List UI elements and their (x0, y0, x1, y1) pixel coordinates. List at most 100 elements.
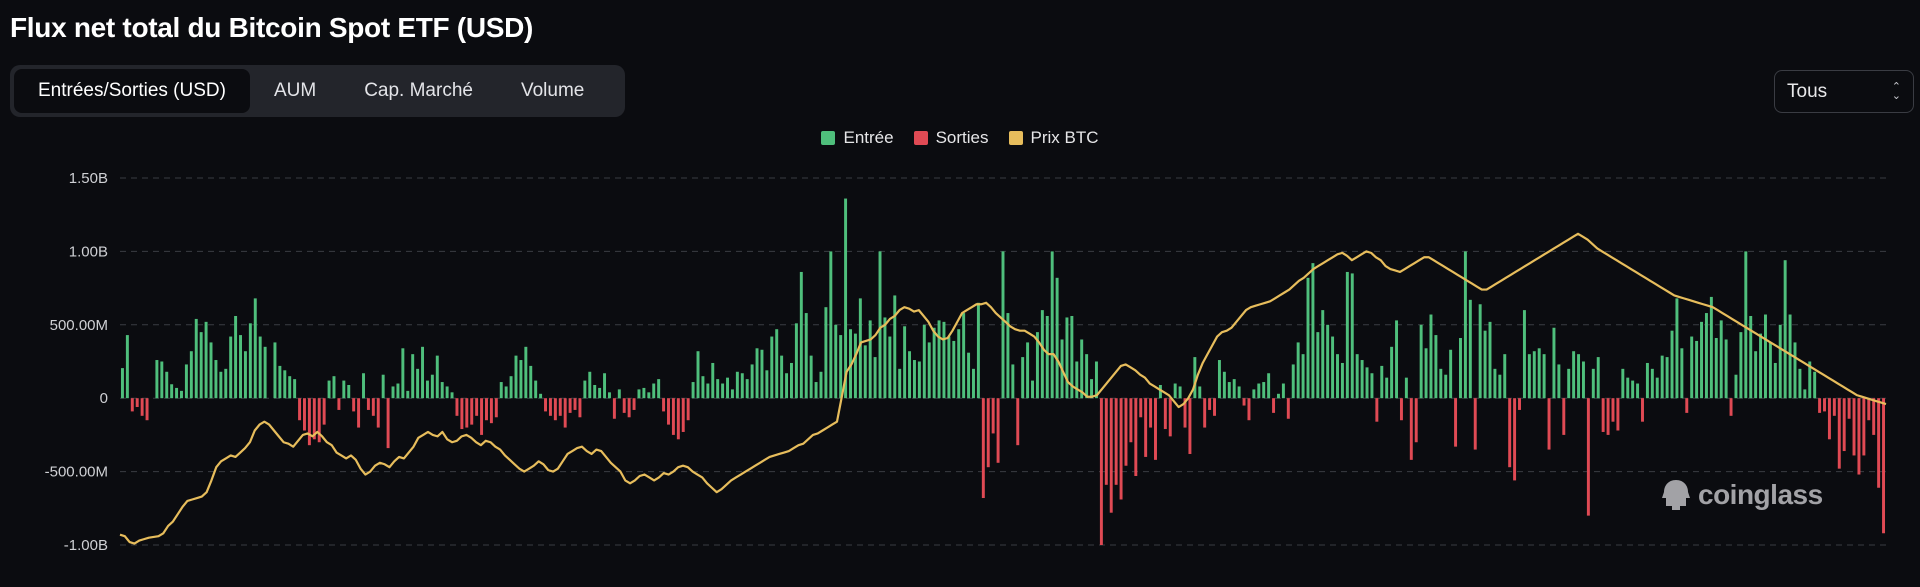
inflow-bar (962, 313, 966, 399)
outflow-bar (568, 398, 572, 413)
outflow-bar (1832, 398, 1836, 416)
inflow-bar (711, 362, 715, 399)
inflow-bar (1626, 377, 1630, 399)
inflow-bar (1232, 379, 1236, 399)
inflow-bar (706, 383, 710, 399)
inflow-bar (1237, 386, 1241, 399)
outflow-bar (1099, 398, 1103, 545)
inflow-bar (1478, 304, 1482, 399)
inflow-bar (514, 355, 518, 399)
inflow-bar (824, 307, 828, 399)
inflow-bar (834, 324, 838, 399)
outflow-bar (485, 398, 488, 421)
legend-swatch-outflow (913, 131, 928, 145)
inflow-bar (1650, 368, 1654, 399)
outflow-bar (1513, 398, 1517, 481)
inflow-bar (1090, 379, 1094, 399)
inflow-bar (125, 335, 129, 399)
legend-item-outflow[interactable]: Sorties (913, 128, 989, 148)
inflow-bar (1331, 336, 1335, 399)
inflow-bar (224, 368, 228, 399)
inflow-bar (1345, 271, 1349, 399)
inflow-bar (1026, 342, 1030, 399)
inflow-bar (416, 368, 420, 399)
inflow-bar (1217, 360, 1221, 399)
inflow-bar (1326, 324, 1330, 399)
range-select[interactable]: Tous ⌃ ⌄ (1774, 70, 1914, 113)
inflow-bar (347, 384, 351, 399)
tab-market-cap[interactable]: Cap. Marché (364, 80, 473, 101)
outflow-bar (1272, 398, 1276, 413)
inflow-bar (1527, 354, 1531, 399)
outflow-bar (460, 398, 464, 430)
inflow-bar (1459, 338, 1462, 399)
y-tick-label: -1.00B (64, 537, 108, 554)
inflow-bar (849, 329, 852, 399)
inflow-bar (1704, 313, 1708, 399)
inflow-bar (647, 392, 651, 399)
outflow-bar (302, 398, 306, 431)
inflow-bar (740, 373, 744, 399)
outflow-bar (676, 398, 680, 440)
inflow-bar (234, 315, 238, 399)
inflow-bar (1488, 321, 1492, 399)
inflow-bar (1291, 364, 1295, 399)
outflow-bar (1547, 398, 1551, 450)
outflow-bar (667, 398, 670, 425)
inflow-bar (1193, 357, 1197, 399)
legend-item-btc-price[interactable]: Prix BTC (1008, 128, 1099, 148)
inflow-bar (1198, 386, 1202, 399)
inflow-bar (396, 383, 400, 399)
inflow-bar (401, 348, 405, 399)
inflow-bar (1749, 315, 1753, 399)
inflow-bar (952, 340, 956, 399)
outflow-bar (1124, 398, 1128, 466)
tab-inflows-outflows[interactable]: Entrées/Sorties (USD) (14, 69, 250, 113)
outflow-bar (1823, 398, 1826, 412)
inflow-bar (1621, 368, 1625, 399)
inflow-bar (701, 376, 705, 399)
inflow-bar (391, 386, 395, 399)
inflow-bar (209, 342, 213, 399)
inflow-bar (696, 351, 700, 399)
inflow-bar (1522, 310, 1526, 399)
inflow-bar (283, 370, 287, 399)
inflow-bar (1340, 362, 1344, 399)
outflow-bar (1213, 398, 1216, 416)
inflow-bar (180, 390, 183, 399)
legend-item-inflow[interactable]: Entrée (821, 128, 894, 148)
inflow-bar (184, 364, 188, 399)
inflow-bar (1267, 373, 1271, 399)
outflow-bar (1114, 398, 1118, 485)
btc-price-line (119, 232, 1887, 545)
inflow-bar (1463, 251, 1467, 399)
inflow-bar (912, 360, 916, 399)
outflow-bar (1882, 398, 1886, 534)
inflow-bar (524, 346, 528, 399)
outflow-bar (1837, 398, 1841, 469)
inflow-bar (716, 379, 720, 399)
tab-aum[interactable]: AUM (273, 80, 317, 101)
inflow-bar (1316, 332, 1320, 399)
inflow-bar (406, 390, 410, 399)
inflow-bar (1655, 377, 1659, 399)
inflow-bar (1001, 251, 1005, 399)
tab-volume[interactable]: Volume (520, 80, 585, 101)
inflow-bar (229, 336, 233, 399)
inflow-bar (1336, 354, 1339, 399)
inflow-bar (1798, 368, 1802, 399)
inflow-bar (1006, 313, 1010, 399)
outflow-bar (1139, 398, 1143, 418)
inflow-bar (189, 351, 193, 399)
outflow-bar (1872, 398, 1876, 435)
inflow-bar (1591, 368, 1595, 399)
outflow-bar (366, 398, 370, 410)
y-tick-label: 1.00B (69, 243, 108, 260)
outflow-bar (1016, 398, 1020, 446)
chart-legend: Entrée Sorties Prix BTC (0, 128, 1920, 148)
inflow-bar (1808, 361, 1812, 399)
inflow-bar (858, 298, 862, 399)
inflow-bar (1670, 330, 1674, 399)
outflow-bar (475, 398, 479, 416)
outflow-bar (1473, 398, 1477, 450)
